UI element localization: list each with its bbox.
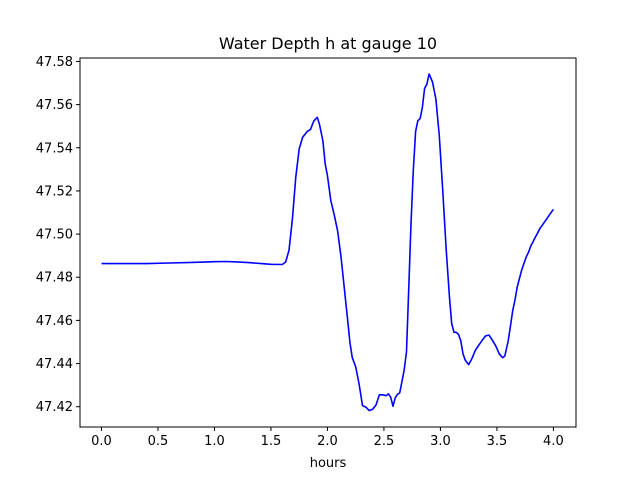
x-tick-label: 3.5: [487, 434, 508, 449]
y-tick-label: 47.50: [36, 228, 73, 243]
x-axis-ticks: 0.0 0.5 1.0 1.5 2.0 2.5 3.0 3.5 4.0: [91, 427, 564, 449]
x-tick-label: 4.0: [543, 434, 564, 449]
series-line: [101, 73, 555, 412]
x-tick-label: 0.5: [148, 434, 169, 449]
y-axis-ticks: 47.42 47.44 47.46 47.48 47.50 47.52 47.54 47.56…: [36, 55, 80, 415]
axes-frame: [79, 57, 577, 428]
x-tick-label: 0.0: [91, 434, 112, 449]
x-tick-label: 2.0: [317, 434, 338, 449]
plot-area: [101, 73, 555, 412]
y-tick-label: 47.58: [36, 55, 73, 70]
y-tick-label: 47.54: [36, 141, 73, 156]
y-tick-label: 47.48: [36, 271, 73, 286]
y-tick-label: 47.44: [36, 357, 73, 372]
chart-title: Water Depth h at gauge 10: [219, 34, 437, 53]
x-tick-label: 1.5: [261, 434, 282, 449]
y-tick-label: 47.46: [36, 314, 73, 329]
y-tick-label: 47.52: [36, 184, 73, 199]
x-tick-label: 3.0: [430, 434, 451, 449]
x-tick-label: 1.0: [204, 434, 225, 449]
x-tick-label: 2.5: [374, 434, 395, 449]
x-axis-label: hours: [310, 456, 347, 471]
y-tick-label: 47.42: [36, 400, 73, 415]
y-tick-label: 47.56: [36, 98, 73, 113]
